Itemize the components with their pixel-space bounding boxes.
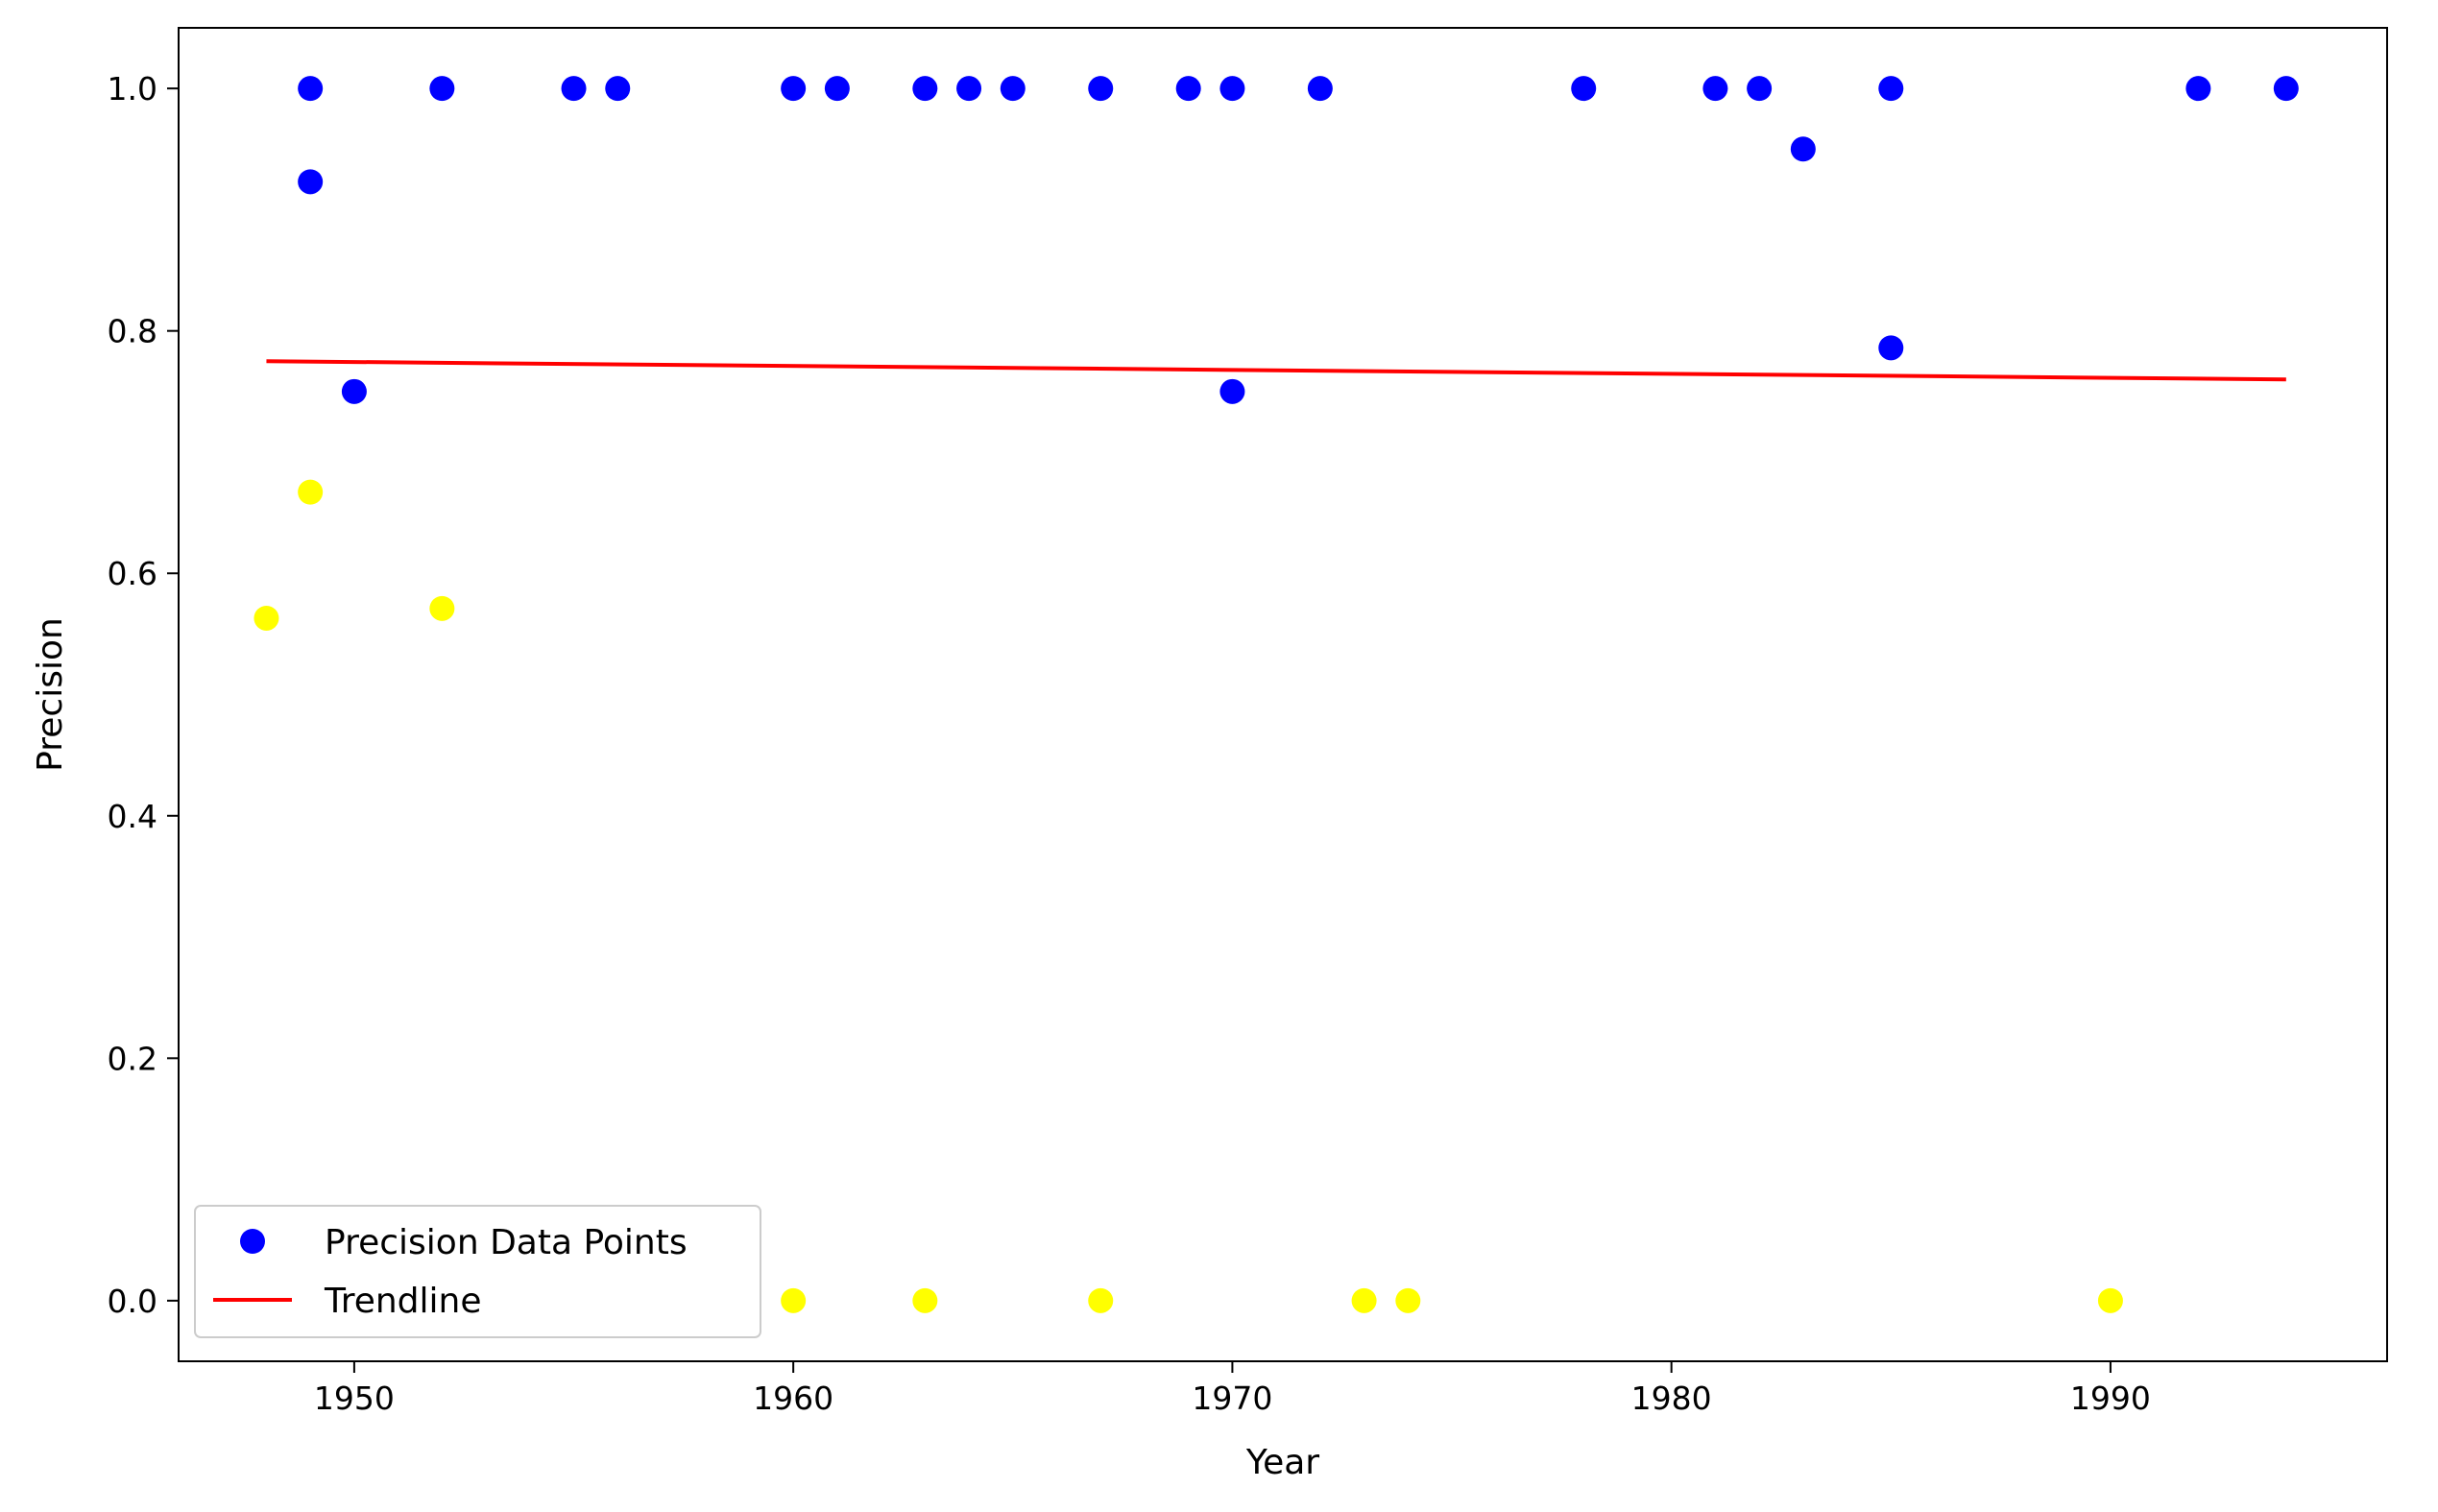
y-axis-label: Precision bbox=[31, 617, 70, 772]
precision-point bbox=[824, 76, 850, 102]
precision-point bbox=[1878, 335, 1904, 361]
precision-point bbox=[605, 76, 631, 102]
precision-point bbox=[429, 76, 455, 102]
precision-point bbox=[2273, 76, 2299, 102]
zero-precision-point bbox=[1088, 1287, 1114, 1313]
precision-point bbox=[1219, 378, 1245, 404]
y-tick-label: 0.8 bbox=[108, 313, 157, 350]
zero-precision-point bbox=[1351, 1287, 1377, 1313]
precision-point bbox=[298, 76, 324, 102]
y-tick-label: 0.6 bbox=[108, 555, 157, 592]
precision-point bbox=[1571, 76, 1597, 102]
precision-point bbox=[561, 76, 587, 102]
precision-point bbox=[1747, 76, 1773, 102]
precision-point bbox=[956, 76, 982, 102]
precision-point bbox=[1000, 76, 1026, 102]
precision-point bbox=[1088, 76, 1114, 102]
legend: Precision Data Points Trendline bbox=[194, 1205, 761, 1338]
precision-point bbox=[781, 76, 807, 102]
zero-precision-point bbox=[781, 1287, 807, 1313]
precision-point bbox=[1790, 136, 1816, 162]
zero-precision-point bbox=[298, 479, 324, 505]
plot-frame bbox=[178, 27, 2388, 1362]
trendline bbox=[266, 359, 2286, 382]
x-tick-label: 1960 bbox=[753, 1380, 833, 1417]
precision-point bbox=[912, 76, 938, 102]
precision-point bbox=[298, 169, 324, 195]
x-tick-label: 1990 bbox=[2070, 1380, 2151, 1417]
legend-marker-points bbox=[240, 1229, 265, 1254]
y-axis-ticks: 0.0 0.2 0.4 0.6 0.8 1.0 bbox=[108, 70, 179, 1320]
precision-point bbox=[1702, 76, 1728, 102]
precision-point bbox=[341, 378, 367, 404]
precision-point bbox=[1307, 76, 1333, 102]
zero-precision-point bbox=[1395, 1287, 1421, 1313]
precision-point bbox=[1878, 76, 1904, 102]
zero-precision-point bbox=[912, 1287, 938, 1313]
y-tick-label: 1.0 bbox=[108, 70, 157, 108]
x-tick-label: 1980 bbox=[1631, 1380, 1712, 1417]
legend-label-points: Precision Data Points bbox=[325, 1223, 688, 1262]
y-tick-label: 0.4 bbox=[108, 798, 157, 835]
zero-precision-point bbox=[253, 605, 279, 631]
precision-point bbox=[1175, 76, 1201, 102]
legend-box bbox=[194, 1205, 761, 1338]
y-tick-label: 0.2 bbox=[108, 1040, 157, 1077]
points-layer bbox=[253, 76, 2299, 1313]
precision-point bbox=[1219, 76, 1245, 102]
x-axis-ticks: 1950 1960 1970 1980 1990 bbox=[314, 1361, 2151, 1417]
x-tick-label: 1950 bbox=[314, 1380, 395, 1417]
x-tick-label: 1970 bbox=[1192, 1380, 1272, 1417]
y-tick-label: 0.0 bbox=[108, 1283, 157, 1320]
precision-point bbox=[2185, 76, 2211, 102]
zero-precision-point bbox=[2097, 1287, 2123, 1313]
trendline-layer bbox=[266, 359, 2286, 382]
legend-label-trendline: Trendline bbox=[324, 1282, 482, 1321]
x-axis-label: Year bbox=[1245, 1443, 1319, 1482]
zero-precision-point bbox=[429, 595, 455, 621]
